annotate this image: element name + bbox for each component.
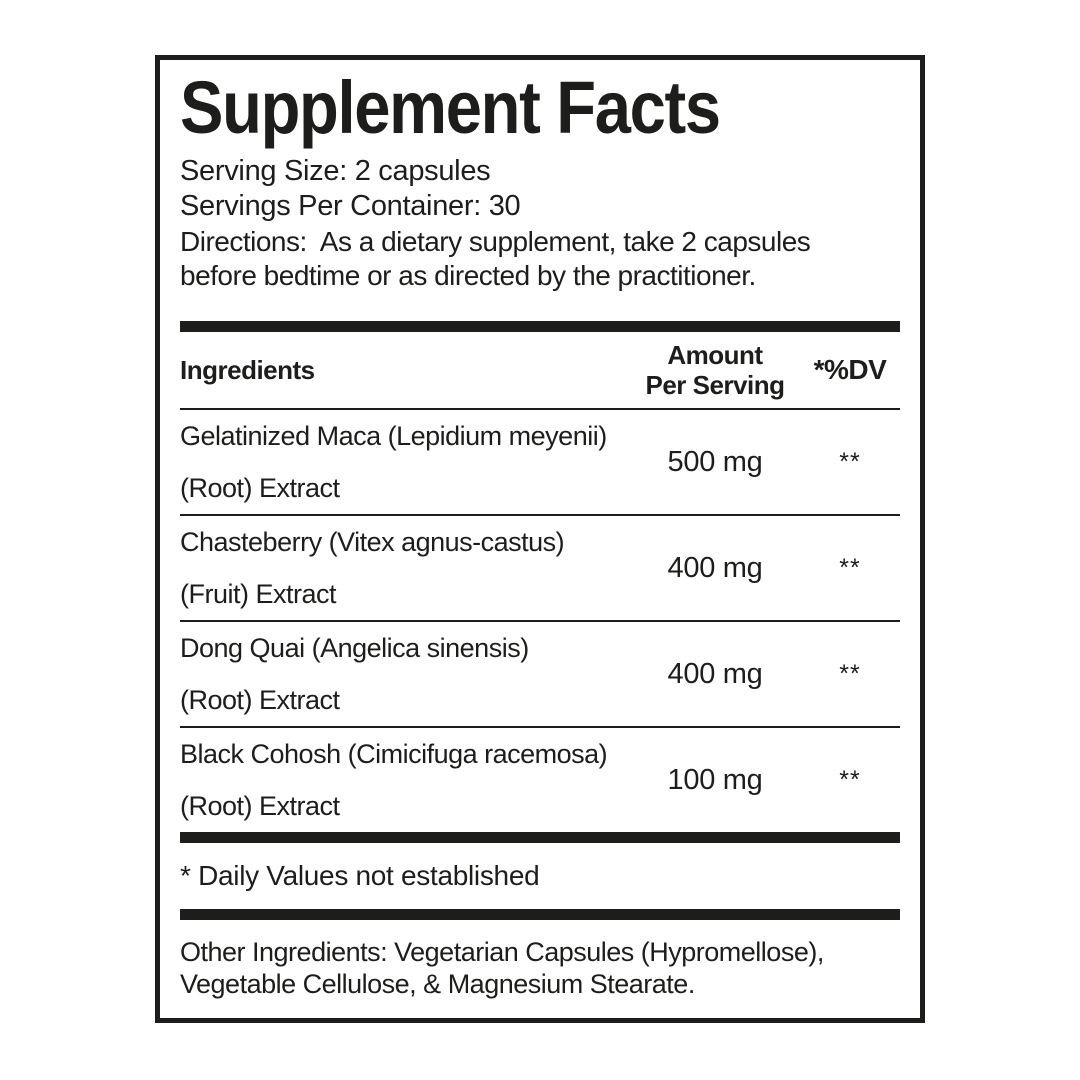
ingredient-amount: 400 mg xyxy=(667,657,763,690)
table-header-row: Ingredients Amount Per Serving *%DV xyxy=(180,332,900,408)
header-ingredients: Ingredients xyxy=(180,354,315,385)
header-amount-line2: Per Serving xyxy=(645,370,785,400)
directions-text: Directions: As a dietary supplement, tak… xyxy=(180,226,811,291)
serving-size: Serving Size: 2 capsules xyxy=(180,155,491,187)
ingredient-amount: 500 mg xyxy=(667,445,763,478)
panel-title: Supplement Facts xyxy=(180,66,721,149)
row-separator xyxy=(180,408,900,410)
other-ingredients-text: Other Ingredients: Vegetarian Capsules (… xyxy=(180,937,824,999)
supplement-facts-panel: Supplement Facts Serving Size: 2 capsule… xyxy=(155,55,925,1023)
ingredient-dv: ** xyxy=(839,553,861,582)
footnote-row: * Daily Values not established xyxy=(180,843,900,909)
ingredient-amount: 400 mg xyxy=(667,551,763,584)
ingredient-name: Black Cohosh (Cimicifuga racemosa) (Root… xyxy=(180,739,608,821)
ingredient-row-chasteberry: Chasteberry (Vitex agnus-castus) (Fruit)… xyxy=(180,516,900,620)
ingredient-amount: 100 mg xyxy=(667,763,763,796)
ingredient-dv: ** xyxy=(839,447,861,476)
ingredient-name: Dong Quai (Angelica sinensis) (Root) Ext… xyxy=(180,633,529,715)
ingredient-dv: ** xyxy=(839,765,861,794)
header-amount-per-serving: Amount Per Serving xyxy=(630,340,800,400)
daily-value-footnote: * Daily Values not established xyxy=(180,860,540,891)
ingredient-dv: ** xyxy=(839,659,861,688)
header-daily-value: *%DV xyxy=(813,354,887,385)
ingredient-name: Gelatinized Maca (Lepidium meyenii) (Roo… xyxy=(180,421,607,503)
ingredient-row-maca: Gelatinized Maca (Lepidium meyenii) (Roo… xyxy=(180,410,900,514)
ingredient-row-dong-quai: Dong Quai (Angelica sinensis) (Root) Ext… xyxy=(180,622,900,726)
table-top-bar xyxy=(180,321,900,332)
header-amount-line1: Amount xyxy=(667,340,763,370)
row-separator xyxy=(180,620,900,622)
servings-per-container: Servings Per Container: 30 xyxy=(180,190,521,222)
footnote-bottom-bar xyxy=(180,909,900,920)
row-separator xyxy=(180,514,900,516)
ingredient-name: Chasteberry (Vitex agnus-castus) (Fruit)… xyxy=(180,527,565,609)
ingredient-row-black-cohosh: Black Cohosh (Cimicifuga racemosa) (Root… xyxy=(180,728,900,832)
row-separator xyxy=(180,726,900,728)
table-bottom-bar xyxy=(180,832,900,843)
